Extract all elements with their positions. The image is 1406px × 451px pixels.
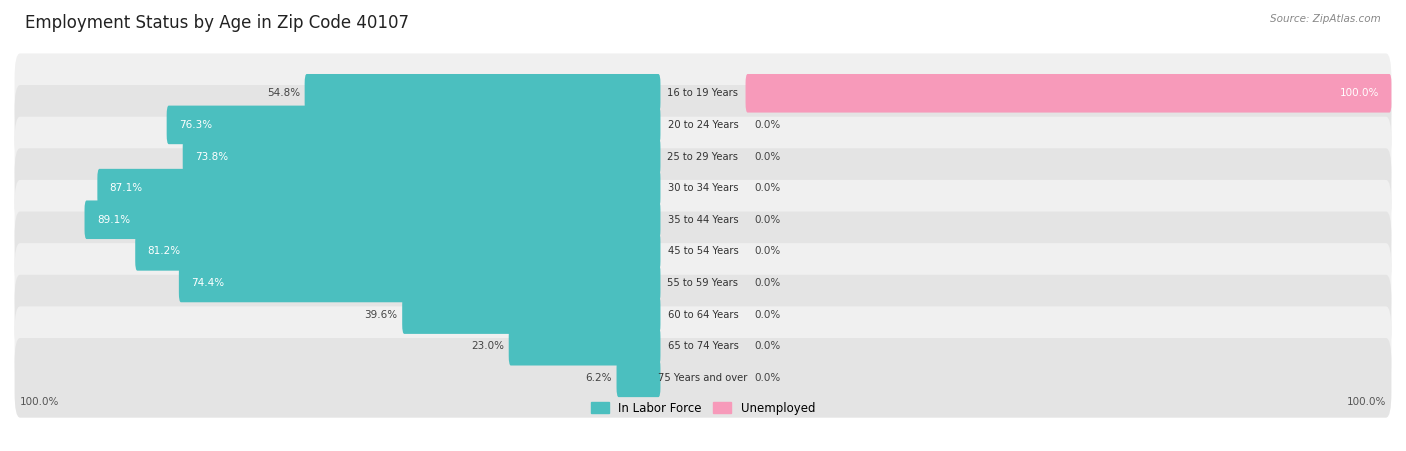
Text: 25 to 29 Years: 25 to 29 Years <box>668 152 738 161</box>
Text: 30 to 34 Years: 30 to 34 Years <box>668 183 738 193</box>
FancyBboxPatch shape <box>14 148 1392 228</box>
Text: 65 to 74 Years: 65 to 74 Years <box>668 341 738 351</box>
Text: 73.8%: 73.8% <box>195 152 228 161</box>
Text: 0.0%: 0.0% <box>755 183 780 193</box>
Text: 35 to 44 Years: 35 to 44 Years <box>668 215 738 225</box>
FancyBboxPatch shape <box>135 232 661 271</box>
FancyBboxPatch shape <box>745 74 1392 113</box>
Text: 0.0%: 0.0% <box>755 309 780 320</box>
Text: 23.0%: 23.0% <box>471 341 503 351</box>
FancyBboxPatch shape <box>14 338 1392 418</box>
Text: 74.4%: 74.4% <box>191 278 225 288</box>
FancyBboxPatch shape <box>167 106 661 144</box>
FancyBboxPatch shape <box>84 200 661 239</box>
FancyBboxPatch shape <box>617 359 661 397</box>
Text: 75 Years and over: 75 Years and over <box>658 373 748 383</box>
Text: 87.1%: 87.1% <box>110 183 143 193</box>
FancyBboxPatch shape <box>179 264 661 302</box>
Text: 0.0%: 0.0% <box>755 278 780 288</box>
FancyBboxPatch shape <box>14 53 1392 133</box>
FancyBboxPatch shape <box>14 306 1392 386</box>
FancyBboxPatch shape <box>14 117 1392 196</box>
FancyBboxPatch shape <box>14 212 1392 291</box>
FancyBboxPatch shape <box>14 243 1392 323</box>
Text: 89.1%: 89.1% <box>97 215 129 225</box>
Text: 0.0%: 0.0% <box>755 152 780 161</box>
FancyBboxPatch shape <box>14 275 1392 354</box>
FancyBboxPatch shape <box>14 85 1392 165</box>
Legend: In Labor Force, Unemployed: In Labor Force, Unemployed <box>586 397 820 419</box>
Text: 100.0%: 100.0% <box>20 397 59 407</box>
Text: 16 to 19 Years: 16 to 19 Years <box>668 88 738 98</box>
FancyBboxPatch shape <box>402 295 661 334</box>
Text: 54.8%: 54.8% <box>267 88 299 98</box>
Text: 6.2%: 6.2% <box>585 373 612 383</box>
Text: 100.0%: 100.0% <box>1340 88 1379 98</box>
Text: 76.3%: 76.3% <box>179 120 212 130</box>
Text: 55 to 59 Years: 55 to 59 Years <box>668 278 738 288</box>
Text: 0.0%: 0.0% <box>755 120 780 130</box>
Text: 45 to 54 Years: 45 to 54 Years <box>668 246 738 256</box>
Text: 0.0%: 0.0% <box>755 246 780 256</box>
Text: 0.0%: 0.0% <box>755 373 780 383</box>
Text: 20 to 24 Years: 20 to 24 Years <box>668 120 738 130</box>
Text: 100.0%: 100.0% <box>1347 397 1386 407</box>
Text: 0.0%: 0.0% <box>755 341 780 351</box>
Text: 39.6%: 39.6% <box>364 309 398 320</box>
Text: 60 to 64 Years: 60 to 64 Years <box>668 309 738 320</box>
Text: Employment Status by Age in Zip Code 40107: Employment Status by Age in Zip Code 401… <box>25 14 409 32</box>
Text: Source: ZipAtlas.com: Source: ZipAtlas.com <box>1270 14 1381 23</box>
FancyBboxPatch shape <box>509 327 661 365</box>
FancyBboxPatch shape <box>97 169 661 207</box>
Text: 0.0%: 0.0% <box>755 215 780 225</box>
FancyBboxPatch shape <box>14 180 1392 260</box>
FancyBboxPatch shape <box>183 137 661 176</box>
Text: 81.2%: 81.2% <box>148 246 181 256</box>
FancyBboxPatch shape <box>305 74 661 113</box>
